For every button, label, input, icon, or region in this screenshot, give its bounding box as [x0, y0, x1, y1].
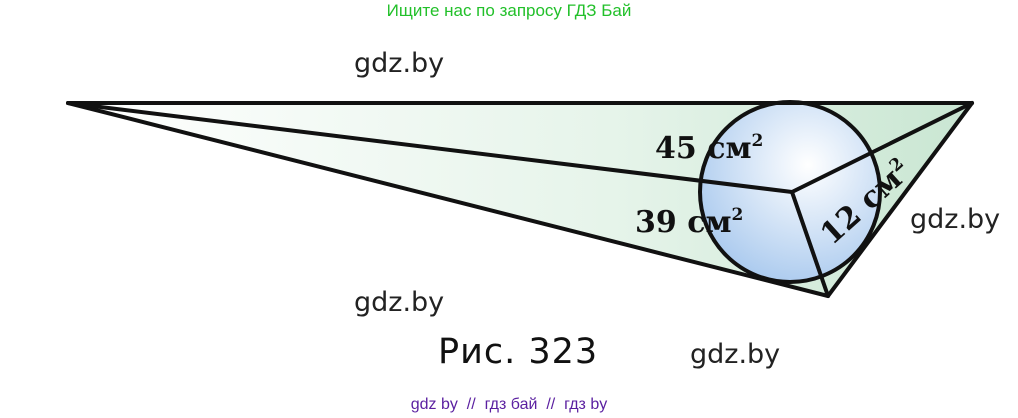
- figure-caption: Рис. 323: [438, 332, 599, 372]
- label-39: 39 см2: [635, 205, 743, 240]
- watermark: gdz.by: [690, 339, 781, 370]
- search-hint: Ищите нас по запросу ГДЗ Бай: [386, 1, 632, 20]
- edge: [790, 190, 830, 298]
- watermark: gdz.by: [354, 48, 445, 79]
- watermark: gdz.by: [910, 204, 1001, 235]
- label-45: 45 см2: [655, 131, 763, 166]
- edge: [66, 101, 830, 298]
- edge: [66, 101, 794, 194]
- footer-text: gdz by // гдз бай // гдз by: [410, 396, 608, 413]
- watermark: gdz.by: [354, 287, 445, 318]
- edge: [826, 101, 974, 298]
- edge: [790, 101, 974, 194]
